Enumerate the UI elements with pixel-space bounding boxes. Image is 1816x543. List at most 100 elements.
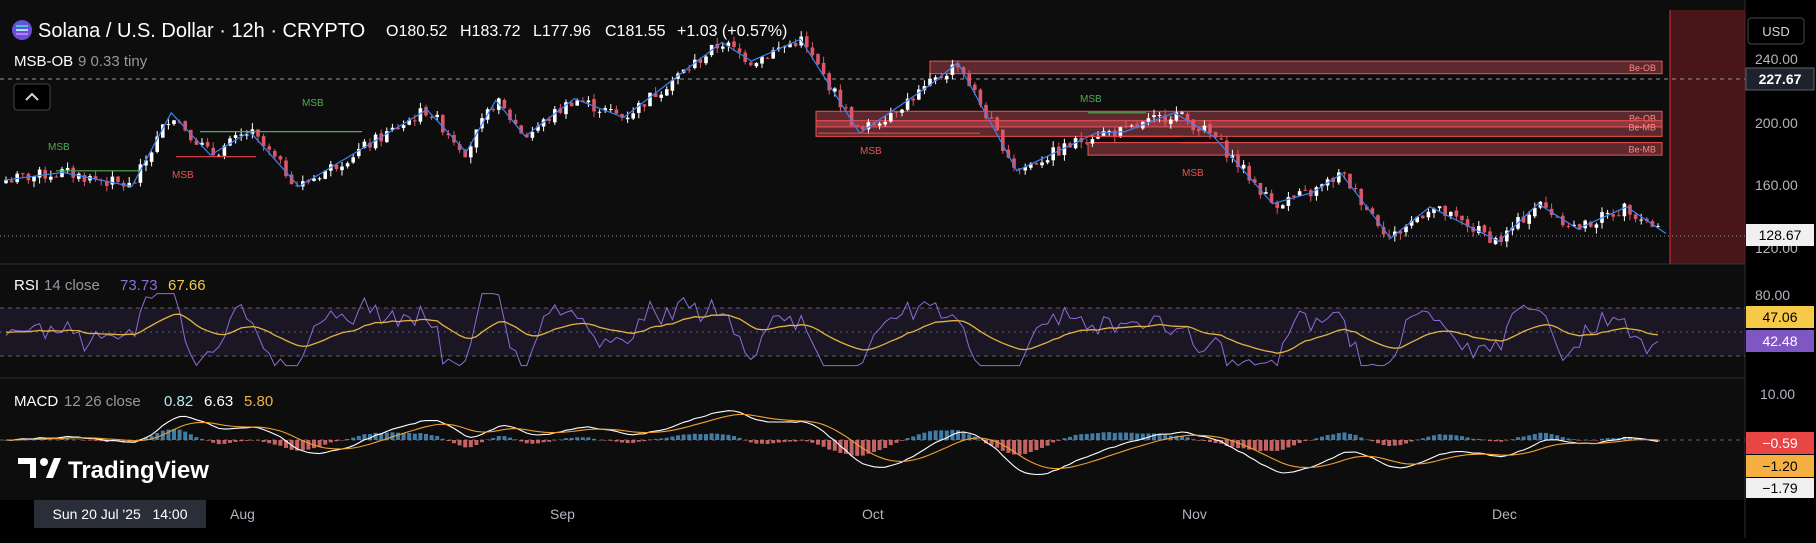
macd-histogram-bar: [1208, 440, 1212, 442]
rsi-level-80: 80.00: [1755, 287, 1790, 303]
candle-body: [1639, 219, 1643, 221]
tradingview-logo[interactable]: TradingView: [18, 457, 209, 484]
macd-histogram-bar: [776, 440, 781, 443]
candle-body: [1521, 216, 1526, 223]
candle-body: [883, 121, 887, 125]
macd-histogram-bar: [71, 439, 76, 440]
candle-body: [1611, 214, 1615, 217]
macd-histogram-bar: [1213, 440, 1218, 443]
macd-histogram-bar: [144, 437, 148, 440]
collapse-legend-button[interactable]: [13, 83, 51, 111]
macd-histogram-bar: [379, 433, 384, 440]
msb-ob-name[interactable]: MSB-OB: [14, 53, 73, 70]
candle-body: [194, 140, 199, 145]
candle-body: [1269, 193, 1274, 203]
candle-body: [1264, 192, 1268, 194]
macd-histogram-bar: [1504, 440, 1509, 441]
macd-histogram-bar: [1163, 435, 1168, 440]
msb-label: MSB: [860, 146, 882, 157]
macd-histogram-bar: [1258, 440, 1263, 452]
msb-label: MSB: [1080, 94, 1102, 105]
macd-histogram-bar: [295, 440, 300, 451]
candle-body: [222, 145, 227, 156]
candle-body: [1012, 158, 1016, 168]
macd-histogram-bar: [1521, 436, 1526, 440]
candle-body: [1185, 113, 1190, 121]
macd-histogram-bar: [1616, 438, 1621, 440]
macd-histogram-bar: [1331, 434, 1336, 440]
macd-histogram-bar: [799, 440, 804, 441]
currency-button-bg[interactable]: [1747, 17, 1805, 45]
macd-histogram-bar: [1605, 438, 1610, 440]
macd-histogram-bar: [1404, 440, 1408, 444]
candle-body: [1393, 231, 1397, 236]
header-legend[interactable]: Solana / U.S. Dollar · 12h · CRYPTO O180…: [12, 20, 787, 42]
symbol-title[interactable]: Solana / U.S. Dollar · 12h · CRYPTO: [38, 20, 365, 42]
macd-histogram-bar: [1124, 432, 1128, 440]
time-tick-aug: Aug: [230, 506, 255, 522]
rsi-line: [5, 293, 1659, 367]
macd-histogram-bar: [636, 440, 641, 442]
macd-histogram-bar: [670, 436, 675, 440]
macd-histogram-bar: [1381, 440, 1386, 446]
candle-body: [592, 99, 596, 112]
macd-line: [5, 410, 1659, 476]
macd-histogram-bar: [1448, 434, 1453, 440]
candle-body: [760, 56, 764, 64]
candle-body: [704, 56, 708, 64]
candle-body: [749, 62, 753, 66]
macd-histogram-bar: [1308, 440, 1313, 441]
macd-histogram-bar: [760, 440, 764, 444]
macd-histogram-bar: [519, 440, 524, 442]
macd-histogram-bar: [804, 440, 809, 442]
candle-body: [1213, 131, 1218, 138]
macd-histogram-bar: [933, 430, 938, 440]
candle-body: [1275, 201, 1279, 208]
macd-histogram-bar: [916, 434, 921, 440]
candle-body: [1085, 142, 1089, 144]
rsi-name[interactable]: RSI: [14, 277, 39, 294]
candle-body: [127, 182, 131, 188]
macd-line-label-bg: [1746, 478, 1814, 498]
candle-body: [1180, 112, 1184, 114]
candle-body: [1135, 124, 1139, 128]
candle-body: [116, 176, 120, 182]
macd-histogram-bar: [1196, 440, 1201, 441]
candle-body: [1370, 208, 1375, 215]
rsi-value-label: 42.48: [1762, 333, 1797, 349]
macd-histogram-bar: [1342, 432, 1347, 440]
macd-histogram-bar: [407, 433, 412, 440]
macd-histogram-bar: [1348, 433, 1352, 440]
macd-histogram-bar: [334, 440, 339, 442]
macd-histogram-bar: [967, 434, 972, 440]
macd-histogram-bar: [1135, 433, 1140, 440]
macd-histogram-bar: [827, 440, 832, 450]
candle-body: [1449, 211, 1453, 217]
candle-body: [323, 170, 327, 179]
candle-body: [513, 119, 518, 125]
macd-histogram-bar: [928, 431, 932, 440]
macd-histogram-bar: [1353, 434, 1358, 440]
candle-body: [1533, 207, 1537, 217]
candle-body: [1617, 215, 1621, 217]
candle-body: [1297, 191, 1302, 196]
candle-body: [239, 134, 243, 136]
candle-body: [1409, 220, 1414, 226]
macd-histogram-bar: [1398, 440, 1403, 446]
macd-histogram-bar: [782, 440, 787, 443]
price-tick-200: 200.00: [1755, 115, 1798, 131]
msb-label: MSB: [1182, 168, 1204, 179]
candle-body: [950, 64, 955, 76]
macd-histogram-bar: [1488, 440, 1492, 442]
currency-button[interactable]: USD: [1762, 24, 1789, 39]
macd-name[interactable]: MACD: [14, 393, 58, 410]
candle-body: [133, 182, 137, 184]
candle-body: [1247, 165, 1251, 181]
macd-histogram-bar: [267, 440, 272, 444]
order-block: [929, 60, 1663, 75]
ohlc-low: L177.96: [533, 23, 591, 40]
macd-histogram-bar: [93, 440, 98, 441]
candle-body: [894, 111, 899, 113]
